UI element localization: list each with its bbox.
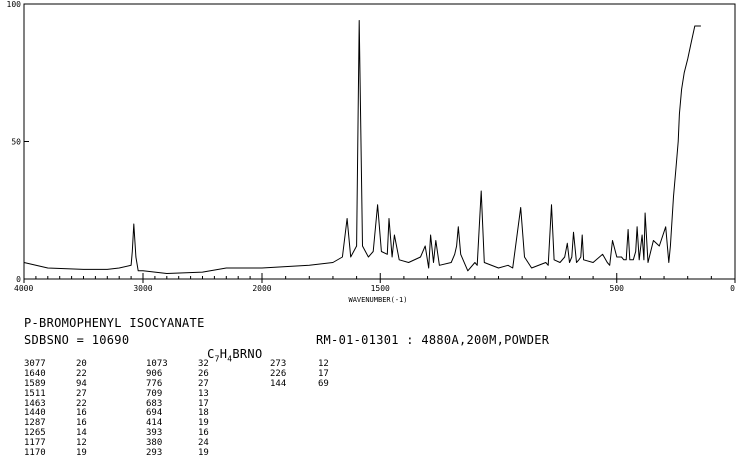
peak-wavenumber: 144 <box>270 378 287 389</box>
peak-wavenumber: 414 <box>146 418 163 429</box>
peak-table-col1-intensities: 20 22 94 27 22 16 16 14 12 19 <box>76 359 87 459</box>
x-tick-label: 1500 <box>371 284 390 293</box>
spectrum-line <box>23 20 701 274</box>
peak-table-col2-intensities: 32 26 27 13 17 18 19 16 24 19 <box>198 359 209 459</box>
peak-intensity: 24 <box>198 438 209 449</box>
peak-wavenumber: 1287 <box>24 418 46 429</box>
measurement-method: RM-01-01301 : 4880A,200M,POWDER <box>316 333 550 347</box>
peak-wavenumber: 709 <box>146 388 163 399</box>
peak-intensity: 13 <box>198 388 209 399</box>
peak-wavenumber: 226 <box>270 368 287 379</box>
x-tick-label: 500 <box>610 284 625 293</box>
y-tick-label: 50 <box>11 138 21 147</box>
peak-intensity: 22 <box>76 368 87 379</box>
peak-wavenumber: 273 <box>270 359 287 369</box>
peak-intensity: 16 <box>198 428 209 439</box>
peak-intensity: 19 <box>198 448 209 459</box>
peak-intensity: 19 <box>76 448 87 459</box>
peak-table-col3-intensities: 12 17 69 <box>318 359 329 390</box>
peak-wavenumber: 694 <box>146 408 163 419</box>
peak-intensity: 12 <box>76 438 87 449</box>
peak-intensity: 22 <box>76 398 87 409</box>
axis-ticks: 0 50 100 4000 3000 2000 1500 500 0 WAVENUMBER(-1) <box>7 0 736 304</box>
peak-intensity: 12 <box>318 359 329 369</box>
spectrum-series <box>23 20 701 274</box>
peak-wavenumber: 1463 <box>24 398 46 409</box>
peak-wavenumber: 1265 <box>24 428 46 439</box>
peak-intensity: 27 <box>198 378 209 389</box>
sdbs-number: SDBSNO = 10690 <box>24 333 130 347</box>
formula-h-sub: 4 <box>227 354 233 364</box>
formula-c-sub: 7 <box>214 354 220 364</box>
peak-intensity: 17 <box>198 398 209 409</box>
peak-wavenumber: 380 <box>146 438 163 449</box>
peak-wavenumber: 393 <box>146 428 163 439</box>
y-tick-label: 0 <box>16 275 21 284</box>
compound-name: P-BROMOPHENYL ISOCYANATE <box>24 316 205 330</box>
x-axis-label: WAVENUMBER(-1) <box>348 296 407 304</box>
peak-intensity: 69 <box>318 378 329 389</box>
peak-wavenumber: 1440 <box>24 408 46 419</box>
peak-wavenumber: 1073 <box>146 359 168 369</box>
peak-wavenumber: 683 <box>146 398 163 409</box>
peak-intensity: 20 <box>76 359 87 369</box>
peak-intensity: 26 <box>198 368 209 379</box>
peak-wavenumber: 906 <box>146 368 163 379</box>
peak-intensity: 19 <box>198 418 209 429</box>
molecular-formula: C7H4BRNO <box>192 333 262 363</box>
peak-intensity: 94 <box>76 378 87 389</box>
peak-table-col2-wavenumbers: 1073 906 776 709 683 694 414 393 380 293 <box>146 359 168 459</box>
peak-wavenumber: 1177 <box>24 438 46 449</box>
peak-wavenumber: 1640 <box>24 368 46 379</box>
peak-wavenumber: 1511 <box>24 388 46 399</box>
peak-intensity: 14 <box>76 428 87 439</box>
peak-wavenumber: 3077 <box>24 359 46 369</box>
peak-wavenumber: 293 <box>146 448 163 459</box>
x-tick-label: 3000 <box>133 284 152 293</box>
peak-intensity: 18 <box>198 408 209 419</box>
ir-spectrum-chart: 0 50 100 4000 3000 2000 1500 500 0 WAVENUMBER(-1) <box>7 0 736 304</box>
formula-c: C <box>207 347 215 361</box>
formula-rest: BRNO <box>232 347 263 361</box>
peak-wavenumber: 776 <box>146 378 163 389</box>
formula-h: H <box>219 347 228 361</box>
y-tick-label: 100 <box>7 0 22 9</box>
peak-intensity: 17 <box>318 368 329 379</box>
peak-table-col3-wavenumbers: 273 226 144 <box>270 359 287 390</box>
peak-intensity: 16 <box>76 408 87 419</box>
peak-table-col1-wavenumbers: 3077 1640 1589 1511 1463 1440 1287 1265 1177 1170 <box>24 359 46 459</box>
x-tick-label: 4000 <box>14 284 33 293</box>
peak-intensity: 16 <box>76 418 87 429</box>
x-tick-label: 0 <box>730 284 735 293</box>
peak-intensity: 27 <box>76 388 87 399</box>
x-tick-label: 2000 <box>252 284 271 293</box>
peak-wavenumber: 1170 <box>24 448 46 459</box>
peak-wavenumber: 1589 <box>24 378 46 389</box>
peak-intensity: 32 <box>198 359 209 369</box>
